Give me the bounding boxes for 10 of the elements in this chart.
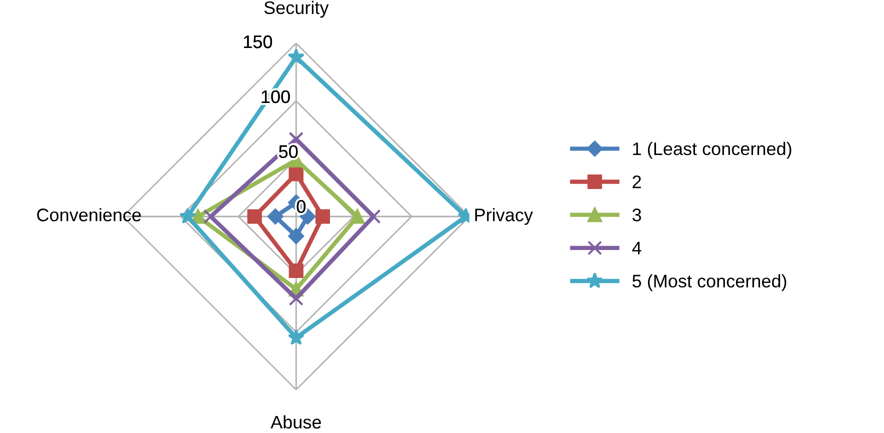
spoke-label: Convenience — [37, 208, 141, 222]
legend-label: 5 (Most concerned) — [632, 274, 786, 292]
legend-label: 4 — [632, 242, 642, 254]
legend-label: 2 — [632, 175, 641, 188]
legend-label: 1 (Least concerned) — [633, 142, 792, 159]
y-tick-label: 150 — [244, 35, 272, 48]
spoke-label: Security — [264, 0, 329, 18]
legend-label: 3 — [632, 208, 642, 222]
spoke-label: Privacy — [475, 208, 533, 225]
spoke-label: Abuse — [270, 415, 321, 429]
